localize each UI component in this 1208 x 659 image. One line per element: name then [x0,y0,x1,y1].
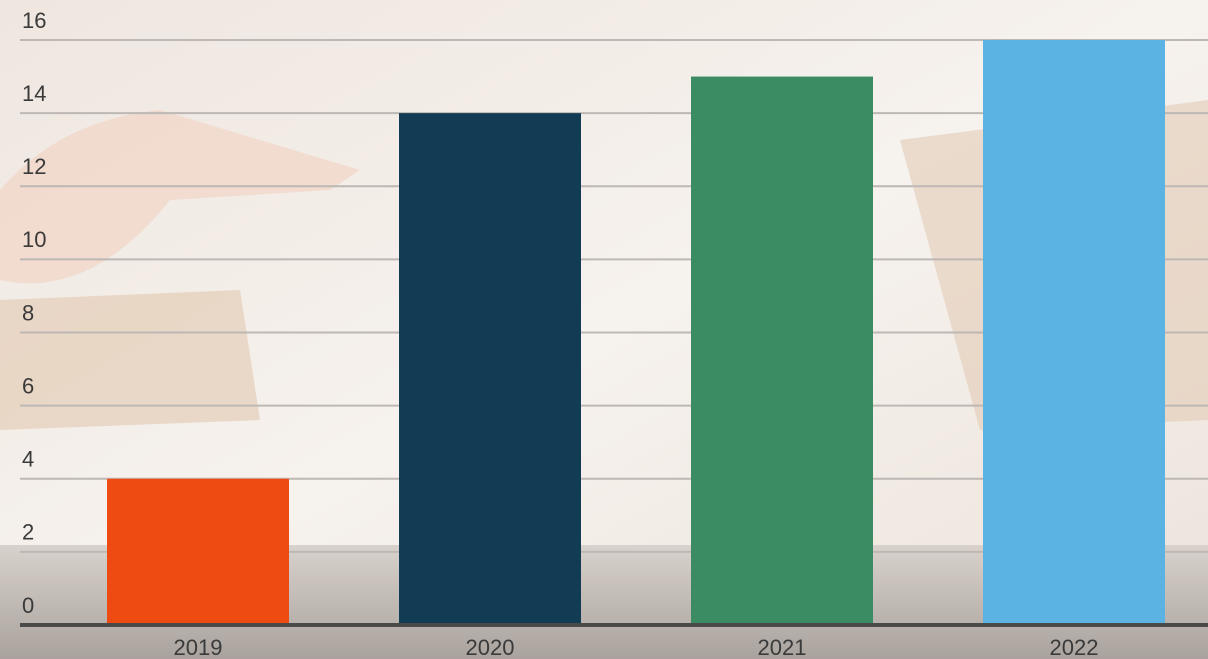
x-tick-label: 2022 [1050,635,1099,659]
bar [691,76,873,625]
bar [983,40,1165,625]
x-tick-label: 2021 [758,635,807,659]
bar [399,113,581,625]
y-tick-label: 16 [22,8,46,33]
y-tick-label: 6 [22,373,34,398]
x-tick-label: 2019 [174,635,223,659]
y-tick-label: 12 [22,154,46,179]
x-tick-label: 2020 [466,635,515,659]
y-tick-label: 10 [22,227,46,252]
y-tick-label: 2 [22,520,34,545]
plot-area: 0 2 4 6 8 10 12 14 16 2019 2020 2021 2022 [20,8,1208,659]
y-tick-label: 8 [22,300,34,325]
y-tick-label: 0 [22,593,34,618]
y-tick-label: 4 [22,447,34,472]
y-tick-label: 14 [22,81,46,106]
bar [107,478,289,625]
